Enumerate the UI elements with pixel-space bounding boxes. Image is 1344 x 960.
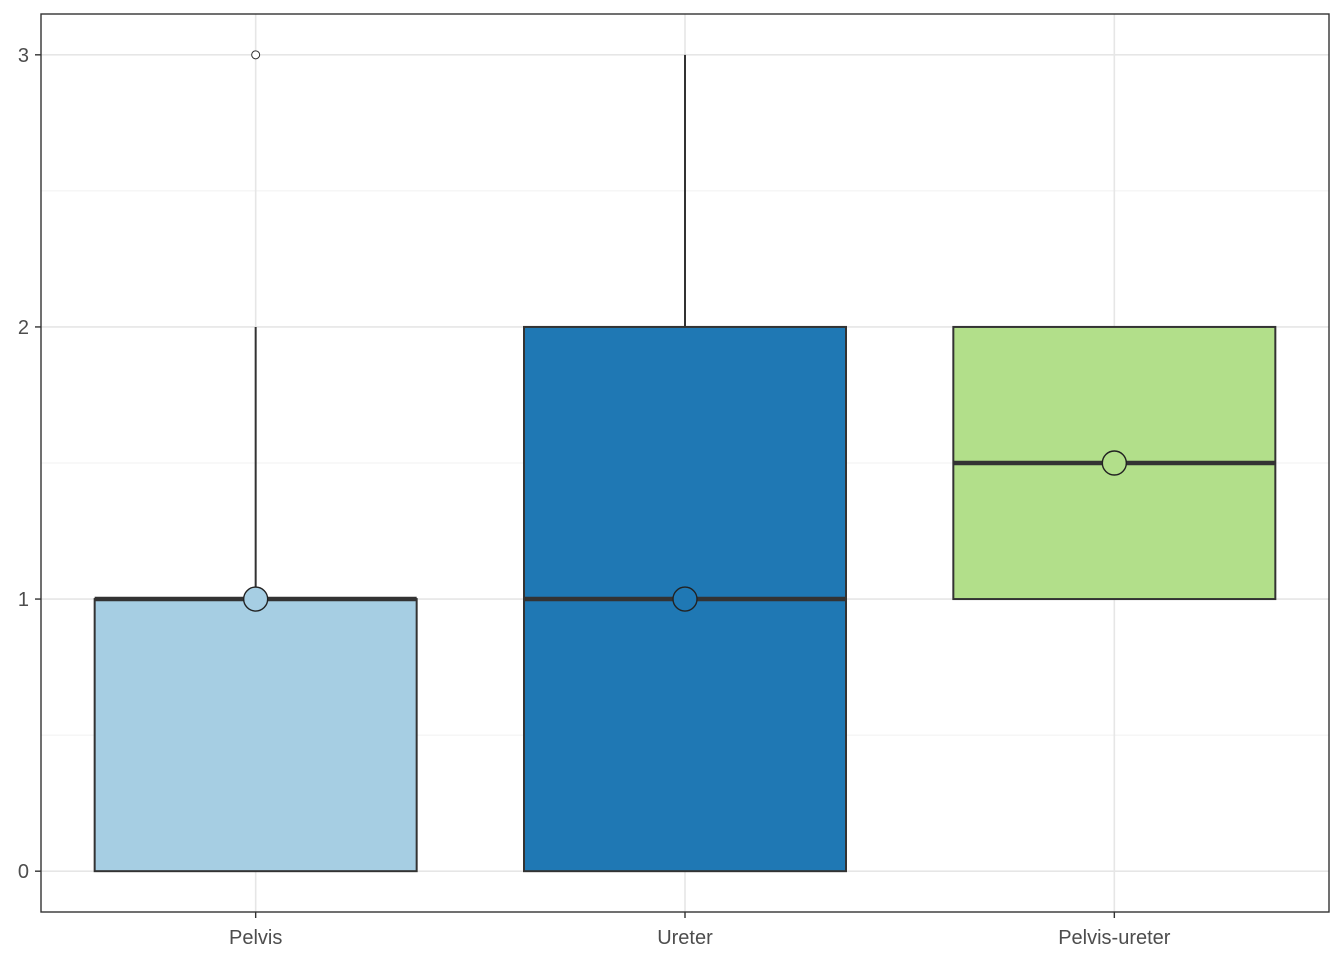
boxes	[93, 50, 1277, 873]
mean-point	[242, 586, 269, 612]
x-tick-label: Pelvis-ureter	[1058, 927, 1171, 949]
box-pelvis	[93, 50, 418, 873]
y-tick-label: 3	[18, 45, 29, 67]
y-tick-label: 0	[18, 861, 29, 883]
x-tick-label: Ureter	[657, 927, 713, 949]
x-tick-label: Pelvis	[229, 927, 282, 949]
y-tick-label: 1	[18, 589, 29, 611]
box-pelvis-ureter	[952, 325, 1277, 601]
mean-point	[1101, 450, 1128, 476]
mean-point	[672, 586, 698, 612]
box-ureter	[523, 54, 847, 873]
box-iqr	[93, 598, 418, 873]
outlier-point	[251, 50, 261, 60]
x-axis: Pelvis Ureter Pelvis-ureter	[229, 912, 1171, 949]
y-tick-label: 2	[18, 317, 29, 339]
y-axis: 0 1 2 3	[18, 45, 41, 883]
